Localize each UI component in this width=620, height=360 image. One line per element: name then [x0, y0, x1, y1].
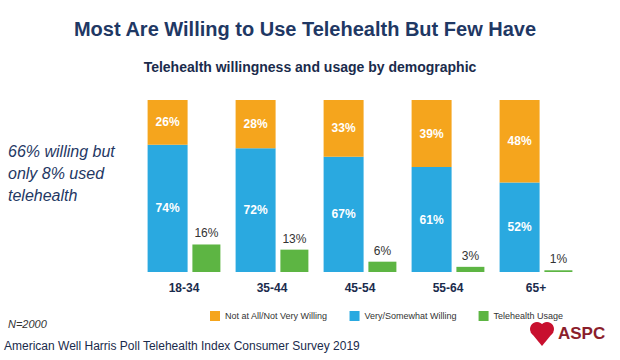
svg-text:39%: 39%	[420, 127, 444, 141]
svg-text:13%: 13%	[282, 232, 306, 246]
svg-text:65+: 65+	[526, 281, 546, 295]
svg-text:Very/Somewhat Willing: Very/Somewhat Willing	[365, 311, 457, 321]
svg-text:67%: 67%	[332, 207, 356, 221]
svg-text:61%: 61%	[420, 213, 444, 227]
svg-text:33%: 33%	[332, 121, 356, 135]
svg-text:6%: 6%	[374, 244, 392, 258]
svg-text:Most Are Willing to Use Telehe: Most Are Willing to Use Telehealth But F…	[74, 18, 536, 40]
svg-text:26%: 26%	[156, 115, 180, 129]
svg-text:3%: 3%	[462, 249, 480, 263]
svg-text:45-54: 45-54	[345, 281, 376, 295]
svg-text:52%: 52%	[508, 220, 532, 234]
svg-text:55-64: 55-64	[433, 281, 464, 295]
svg-text:telehealth: telehealth	[8, 187, 77, 204]
svg-text:only 8% used: only 8% used	[8, 165, 109, 182]
svg-text:American Well Harris Poll Tele: American Well Harris Poll Telehealth Ind…	[4, 339, 360, 353]
svg-text:16%: 16%	[194, 226, 218, 240]
svg-text:74%: 74%	[156, 201, 180, 215]
svg-text:72%: 72%	[244, 203, 268, 217]
svg-text:66% willing but: 66% willing but	[8, 143, 119, 160]
svg-text:N=2000: N=2000	[8, 318, 48, 330]
svg-text:Telehealth Usage: Telehealth Usage	[494, 311, 564, 321]
svg-text:48%: 48%	[508, 134, 532, 148]
svg-text:Telehealth willingness and usa: Telehealth willingness and usage by demo…	[144, 59, 477, 75]
svg-text:28%: 28%	[244, 117, 268, 131]
svg-text:1%: 1%	[550, 252, 568, 266]
svg-text:ASPC: ASPC	[558, 324, 605, 343]
svg-text:Not at All/Not Very Willing: Not at All/Not Very Willing	[225, 311, 327, 321]
svg-text:18-34: 18-34	[169, 281, 200, 295]
svg-text:35-44: 35-44	[257, 281, 288, 295]
